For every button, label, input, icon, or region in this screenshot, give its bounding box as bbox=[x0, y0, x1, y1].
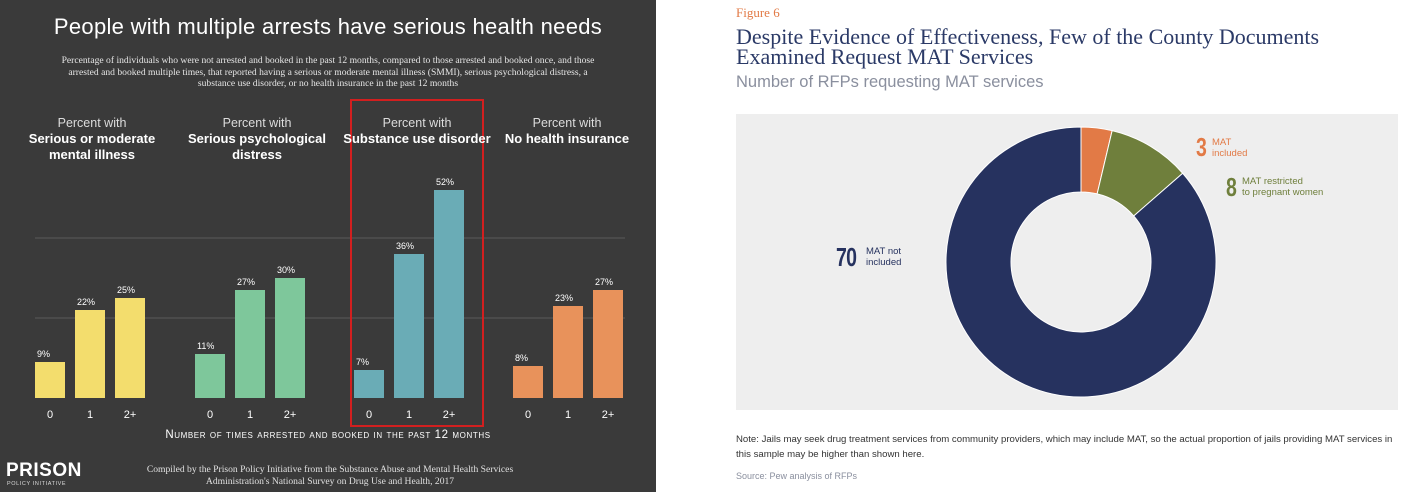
bar-value-label: 23% bbox=[555, 293, 573, 303]
group-header-mental-illness: Percent with Serious or moderate mental … bbox=[7, 115, 177, 163]
x-tick-label: 1 bbox=[565, 409, 571, 421]
x-tick-label: 2+ bbox=[284, 409, 297, 421]
x-tick-labels: 0 1 2+ 0 1 2+ 0 1 2+ 0 1 2+ bbox=[47, 409, 614, 421]
bar-value-label: 8% bbox=[515, 353, 528, 363]
bar-value-label: 22% bbox=[77, 297, 95, 307]
group-header-no-insurance: Percent with No health insurance bbox=[482, 115, 652, 147]
slice-label-mat-restricted: MAT restricted to pregnant women bbox=[1242, 176, 1323, 198]
arrest-health-chart-panel: 9% 22% 25% 11% 27% 30% 7% 36% 52% 8% 23% 27% 0 1 2+ 0 1… bbox=[0, 0, 656, 492]
x-tick-label: 2+ bbox=[124, 409, 137, 421]
donut-slice bbox=[945, 126, 1217, 398]
mat-donut-panel: Figure 6 Despite Evidence of Effectivene… bbox=[656, 0, 1422, 492]
group-header-psych-distress: Percent with Serious psychological distr… bbox=[172, 115, 342, 163]
group-header-label: Substance use disorder bbox=[343, 131, 491, 146]
group-header-prefix: Percent with bbox=[532, 116, 602, 130]
chart-source-note: Compiled by the Prison Policy Initiative… bbox=[146, 464, 514, 487]
slice-value-mat-not-included: 70 bbox=[836, 242, 857, 272]
bar-value-labels: 9% 22% 25% 11% 27% 30% 7% 36% 52% 8% 23% 27% bbox=[37, 177, 613, 367]
bar bbox=[354, 370, 384, 398]
bar-value-label: 11% bbox=[197, 341, 214, 351]
figure-note: Note: Jails may seek drug treatment serv… bbox=[736, 434, 1393, 460]
group-header-prefix: Percent with bbox=[57, 116, 127, 130]
chart-title: People with multiple arrests have seriou… bbox=[53, 14, 603, 39]
slice-label-line: to pregnant women bbox=[1242, 187, 1324, 198]
group-header-substance-use: Percent with Substance use disorder bbox=[332, 115, 502, 147]
prison-policy-logo-subtext: POLICY INITIATIVE bbox=[7, 481, 67, 487]
slice-label-line: MAT not bbox=[866, 246, 902, 257]
x-tick-label: 1 bbox=[87, 409, 93, 421]
donut-slices bbox=[945, 126, 1217, 398]
slice-value-mat-included: 3 bbox=[1196, 132, 1207, 162]
bar-value-label: 52% bbox=[436, 177, 454, 187]
bar bbox=[35, 362, 65, 398]
bar-value-label: 9% bbox=[37, 349, 50, 359]
group-header-prefix: Percent with bbox=[382, 116, 452, 130]
x-tick-label: 0 bbox=[207, 409, 213, 421]
x-tick-label: 1 bbox=[406, 409, 412, 421]
donut-chart-area: 3 MAT included 8 MAT restricted to pregn… bbox=[736, 114, 1398, 410]
highlight-box bbox=[350, 99, 484, 427]
bar-value-label: 25% bbox=[117, 285, 135, 295]
bar bbox=[75, 310, 105, 398]
slice-label-mat-included: MAT included bbox=[1212, 137, 1247, 159]
x-tick-label: 1 bbox=[247, 409, 253, 421]
slice-label-line: included bbox=[1212, 148, 1248, 159]
bar bbox=[553, 306, 583, 398]
donut-chart-canvas bbox=[945, 126, 1217, 398]
slice-value-mat-restricted: 8 bbox=[1226, 172, 1237, 202]
group-header-prefix: Percent with bbox=[222, 116, 292, 130]
group-header-label: Serious psychological distress bbox=[188, 131, 326, 162]
bar bbox=[394, 254, 424, 398]
figure-source: Source: Pew analysis of RFPs bbox=[736, 471, 858, 481]
slice-label-line: MAT restricted bbox=[1242, 176, 1303, 187]
slice-label-mat-not-included: MAT not included bbox=[866, 246, 901, 268]
bar bbox=[593, 290, 623, 398]
figure-subtitle: Number of RFPs requesting MAT services bbox=[736, 73, 1044, 91]
slice-label-line: MAT bbox=[1212, 137, 1232, 148]
bars bbox=[35, 190, 623, 398]
bar bbox=[235, 290, 265, 398]
bar bbox=[275, 278, 305, 398]
bar-value-label: 30% bbox=[277, 265, 295, 275]
group-header-label: No health insurance bbox=[504, 131, 630, 146]
chart-subtitle: Percentage of individuals who were not a… bbox=[61, 55, 595, 89]
slice-label-line: included bbox=[866, 257, 902, 268]
x-tick-label: 0 bbox=[525, 409, 531, 421]
prison-policy-logo: PRISON bbox=[6, 460, 82, 481]
bar bbox=[434, 190, 464, 398]
x-tick-label: 0 bbox=[366, 409, 372, 421]
figure-title: Despite Evidence of Effectiveness, Few o… bbox=[736, 24, 1320, 69]
bar-value-label: 27% bbox=[237, 277, 255, 287]
x-tick-label: 2+ bbox=[602, 409, 615, 421]
bar-value-label: 36% bbox=[396, 241, 414, 251]
figure-label: Figure 6 bbox=[736, 5, 780, 20]
bar bbox=[195, 354, 225, 398]
bar-chart-canvas: 9% 22% 25% 11% 27% 30% 7% 36% 52% 8% 23% 27% 0 1 2+ 0 1… bbox=[35, 99, 625, 427]
bar bbox=[115, 298, 145, 398]
x-tick-label: 2+ bbox=[443, 409, 456, 421]
bar bbox=[513, 366, 543, 398]
x-tick-label: 0 bbox=[47, 409, 53, 421]
bar-value-label: 7% bbox=[356, 357, 369, 367]
group-header-label: Serious or moderate mental illness bbox=[28, 131, 156, 162]
x-axis-title: Number of times arrested and booked in t… bbox=[165, 429, 491, 441]
bar-value-label: 27% bbox=[595, 277, 613, 287]
